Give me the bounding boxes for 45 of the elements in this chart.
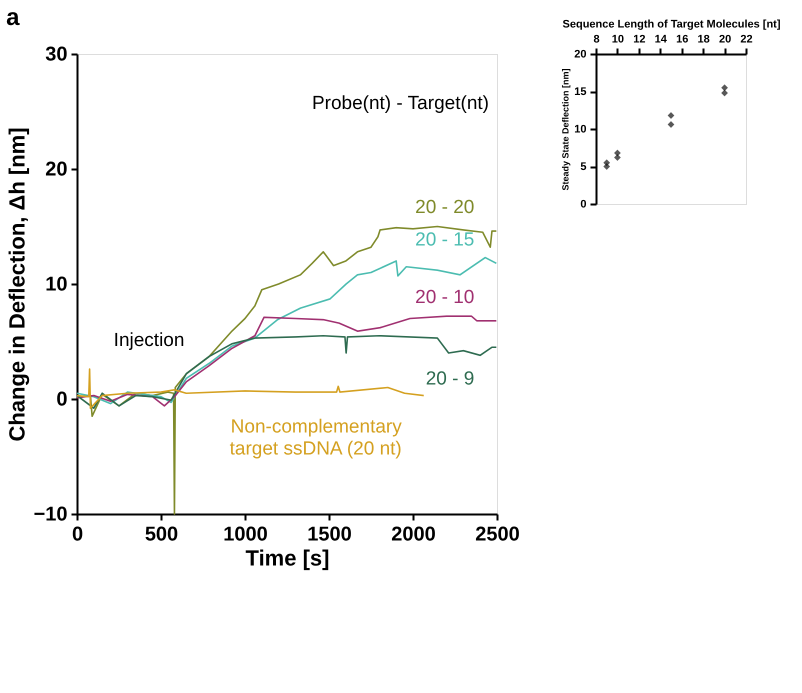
- y-tick-label: 0: [56, 388, 68, 410]
- x-tick-label: 500: [144, 524, 178, 546]
- x-tick-label: 2500: [475, 524, 520, 546]
- x-tick-label: 12: [633, 34, 646, 46]
- x-tick-label: 20: [718, 34, 732, 46]
- y-axis-title: Steady State Deflection [nm]: [560, 68, 570, 191]
- y-tick-label: 15: [574, 86, 586, 98]
- line-series: [76, 368, 425, 409]
- x-tick-label: 0: [72, 524, 84, 546]
- y-tick-label: −10: [34, 504, 68, 526]
- line-series: [76, 256, 498, 404]
- x-tick-label: 8: [593, 34, 600, 46]
- point: [668, 112, 674, 119]
- x-tick-label: 1000: [223, 524, 268, 546]
- series-label: 20 - 20: [415, 197, 474, 218]
- y-axis-title: Change in Deflection, Δh [nm]: [4, 127, 30, 442]
- y-tick-label: 10: [574, 124, 586, 136]
- x-tick-label: 2000: [391, 524, 436, 546]
- point: [721, 84, 728, 92]
- series-label: 20 - 9: [426, 368, 474, 390]
- x-axis-title: Sequence Length of Target Molecules [nt]: [562, 18, 781, 30]
- point: [603, 163, 610, 170]
- x-tick-label: 14: [654, 34, 668, 46]
- y-tick-label: 0: [580, 198, 586, 210]
- x-tick-label: 10: [612, 34, 624, 46]
- point: [721, 90, 728, 96]
- legend-title: Probe(nt) - Target(nt): [312, 93, 489, 114]
- x-axis-title: Time [s]: [246, 546, 330, 570]
- point: [668, 121, 674, 128]
- point: [614, 154, 621, 161]
- x-tick-label: 1500: [307, 524, 352, 546]
- chart-title: a: [6, 4, 20, 31]
- y-tick-label: 5: [580, 161, 586, 173]
- x-tick-label: 22: [740, 34, 753, 46]
- x-tick-label: 18: [698, 34, 710, 46]
- series-label: 20 - 15: [415, 229, 474, 250]
- y-tick-label: 10: [45, 274, 68, 296]
- series-label: Non-complementary target ssDNA (20 nt): [230, 416, 402, 460]
- x-tick-label: 16: [676, 34, 688, 46]
- series-label: 20 - 10: [415, 286, 474, 308]
- line-series: [76, 315, 498, 407]
- annotation: Injection: [114, 330, 184, 351]
- y-tick-label: 20: [574, 48, 586, 60]
- y-tick-label: 30: [45, 44, 68, 66]
- y-tick-label: 20: [45, 158, 68, 180]
